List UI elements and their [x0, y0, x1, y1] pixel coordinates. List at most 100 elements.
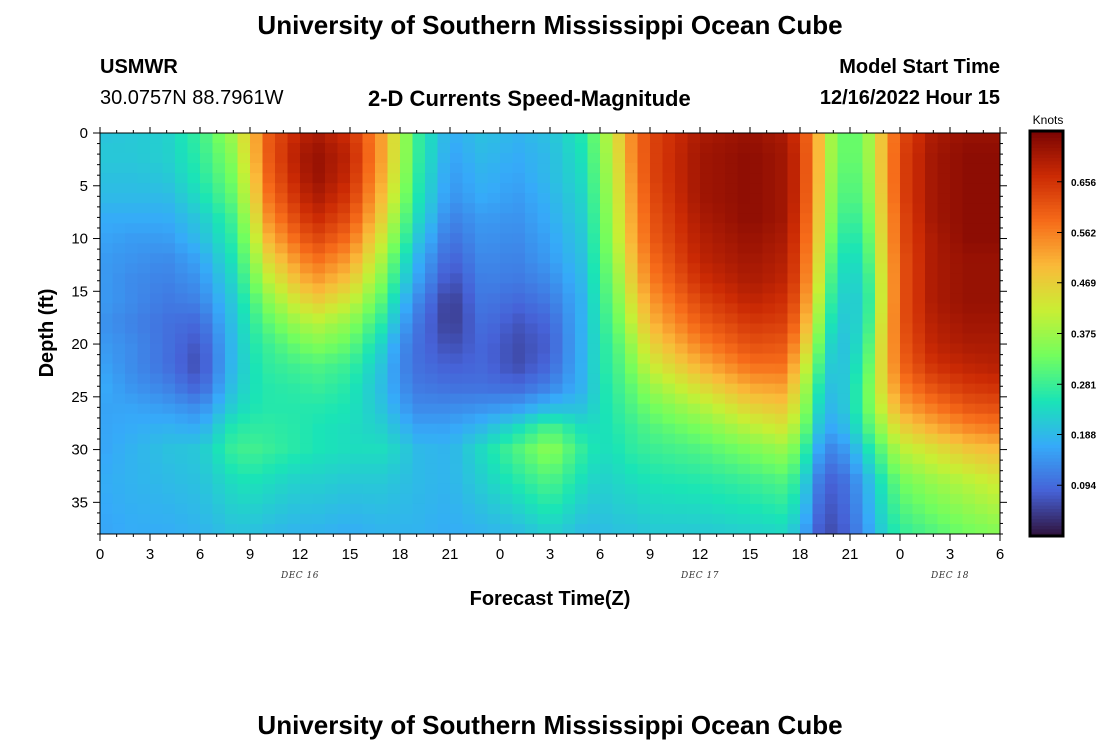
heatmap-cell [962, 293, 976, 305]
heatmap-cell [662, 413, 676, 425]
heatmap-cell [100, 143, 114, 154]
heatmap-cell [125, 153, 139, 164]
heatmap-cell [612, 133, 626, 144]
heatmap-cell [837, 503, 851, 515]
heatmap-cell [825, 303, 839, 315]
heatmap-cell [862, 413, 876, 425]
heatmap-cell [437, 413, 451, 425]
heatmap-cell [675, 523, 689, 534]
heatmap-cell [350, 343, 364, 355]
heatmap-cell [400, 293, 414, 305]
heatmap-cell [125, 393, 139, 405]
heatmap-cell [850, 313, 864, 325]
heatmap-cell [912, 153, 926, 164]
heatmap-cell [362, 463, 376, 475]
heatmap-cell [562, 193, 576, 204]
heatmap-cell [400, 343, 414, 355]
heatmap-cell [812, 513, 826, 525]
heatmap-cell [187, 403, 201, 415]
heatmap-cell [150, 223, 164, 234]
heatmap-cell [362, 273, 376, 284]
heatmap-cell [900, 383, 914, 395]
heatmap-cell [300, 463, 314, 475]
heatmap-cell [125, 163, 139, 174]
y-tick-label: 0 [80, 125, 88, 142]
heatmap-cell [975, 403, 989, 415]
heatmap-cell [712, 133, 726, 144]
heatmap-cell [500, 513, 514, 525]
heatmap-cell [887, 463, 901, 475]
heatmap-cell [812, 493, 826, 505]
heatmap-cell [925, 143, 939, 154]
heatmap-cell [562, 343, 576, 355]
heatmap-cell [775, 333, 789, 345]
heatmap-cell [687, 233, 701, 244]
heatmap-cell [612, 163, 626, 174]
heatmap-cell [550, 213, 564, 224]
heatmap-cell [212, 133, 226, 144]
heatmap-cell [650, 483, 664, 495]
heatmap-cell [275, 153, 289, 164]
heatmap-cell [937, 473, 951, 485]
heatmap-cell [687, 343, 701, 355]
heatmap-cell [337, 503, 351, 515]
heatmap-cell [387, 433, 401, 445]
heatmap-cell [475, 443, 489, 455]
heatmap-cell [887, 323, 901, 335]
heatmap-cell [275, 523, 289, 534]
heatmap-cell [587, 153, 601, 164]
heatmap-cell [725, 503, 739, 515]
heatmap-cell [650, 193, 664, 204]
heatmap-cell [587, 293, 601, 305]
heatmap-cell [937, 133, 951, 144]
heatmap-cell [412, 203, 426, 214]
heatmap-cell [162, 523, 176, 534]
heatmap-cell [587, 253, 601, 264]
heatmap-cell [750, 303, 764, 315]
heatmap-cell [150, 153, 164, 164]
heatmap-cell [650, 393, 664, 405]
heatmap-cell [312, 493, 326, 505]
heatmap-cell [237, 143, 251, 154]
heatmap-cell [975, 333, 989, 345]
heatmap-cell [200, 163, 214, 174]
colorbar-swatch [1030, 394, 1063, 399]
heatmap-cell [775, 213, 789, 224]
heatmap-cell [862, 213, 876, 224]
heatmap-cell [700, 463, 714, 475]
heatmap-cell [812, 303, 826, 315]
heatmap-cell [850, 483, 864, 495]
heatmap-cell [137, 513, 151, 525]
heatmap-cell [975, 133, 989, 144]
heatmap-cell [462, 293, 476, 305]
heatmap-cell [175, 403, 189, 415]
heatmap-cell [725, 303, 739, 315]
heatmap-cell [500, 403, 514, 415]
heatmap-cell [587, 313, 601, 325]
heatmap-cell [437, 163, 451, 174]
heatmap-cell [712, 283, 726, 294]
heatmap-cell [662, 423, 676, 435]
heatmap-cell [250, 413, 264, 425]
heatmap-cell [712, 213, 726, 224]
heatmap-cell [625, 223, 639, 234]
heatmap-cell [225, 153, 239, 164]
heatmap-cell [262, 443, 276, 455]
heatmap-cell [737, 223, 751, 234]
colorbar-swatch [1030, 144, 1063, 149]
heatmap-cell [150, 233, 164, 244]
heatmap-cell [762, 203, 776, 214]
heatmap-cell [675, 433, 689, 445]
heatmap-cell [775, 243, 789, 254]
heatmap-cell [312, 143, 326, 154]
heatmap-cell [125, 493, 139, 505]
heatmap-cell [275, 163, 289, 174]
heatmap-cell [787, 453, 801, 465]
heatmap-cells [100, 133, 1000, 534]
heatmap-cell [175, 353, 189, 365]
heatmap-cell [275, 343, 289, 355]
heatmap-cell [325, 453, 339, 465]
heatmap-cell [287, 153, 301, 164]
heatmap-cell [837, 263, 851, 274]
heatmap-cell [662, 483, 676, 495]
